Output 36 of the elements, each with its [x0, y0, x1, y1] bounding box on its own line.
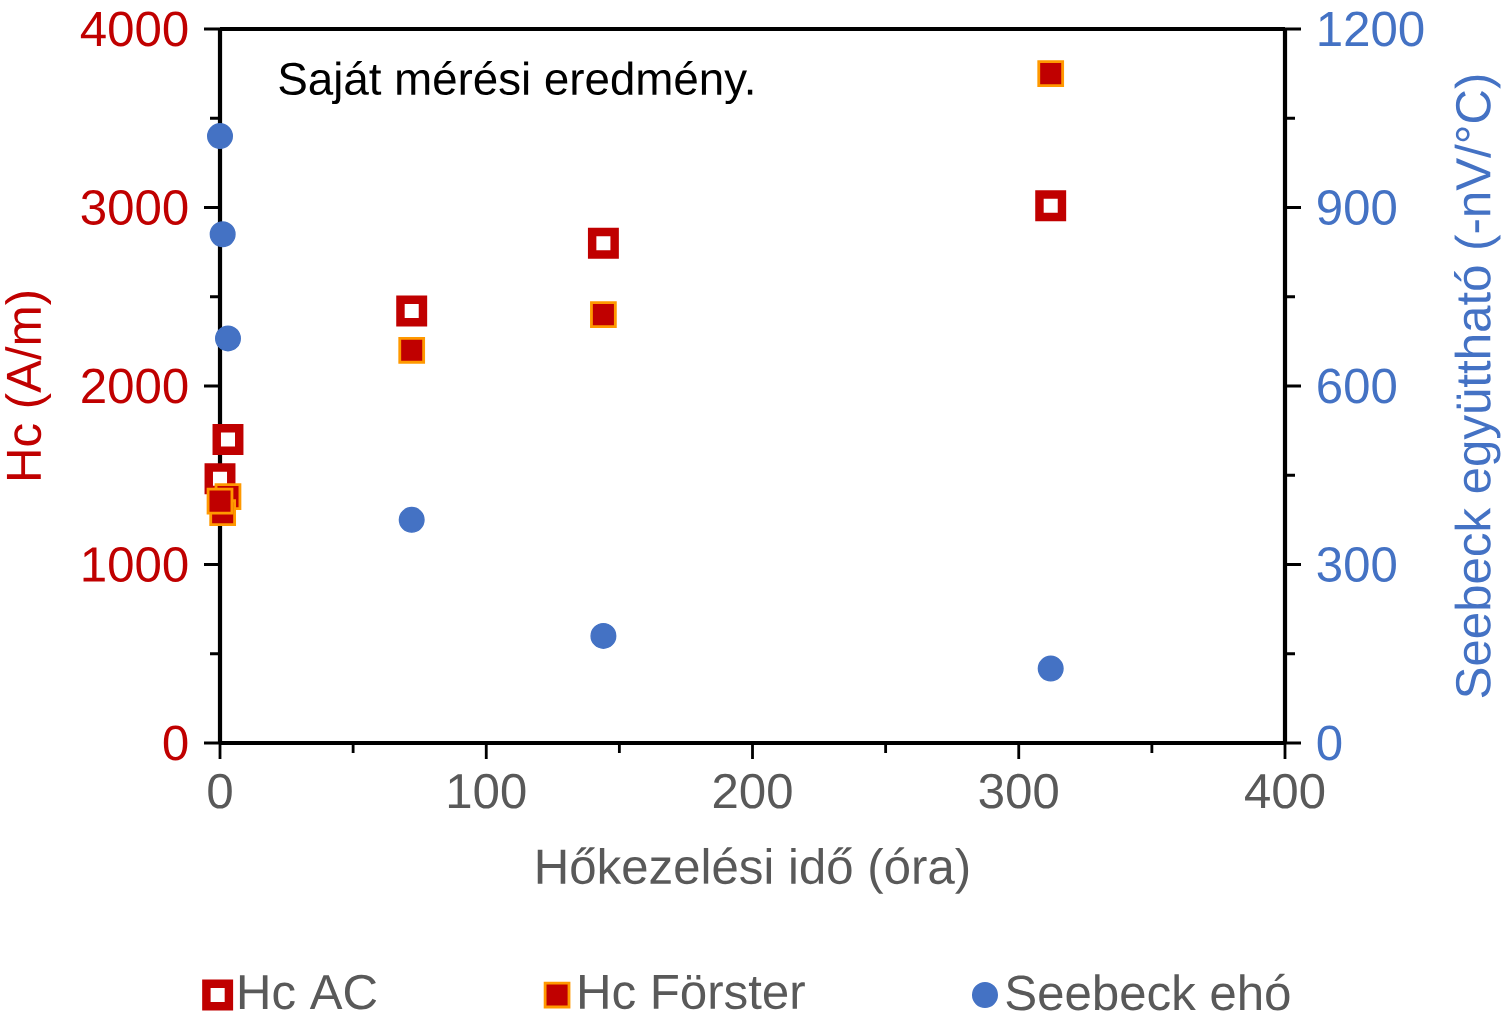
y-tick-label: 4000 — [80, 11, 188, 47]
y2-tick-label: 0 — [1317, 725, 1342, 761]
y-tick-label: 3000 — [81, 190, 188, 225]
y2-tick-label: 300 — [1317, 547, 1396, 582]
y2-tick-label: 1200 — [1319, 11, 1424, 47]
point — [209, 221, 236, 248]
point — [1035, 190, 1067, 222]
annotation: Saját mérési eredmény. — [279, 61, 753, 105]
y2-tick-label: 600 — [1318, 368, 1396, 404]
point — [206, 123, 234, 150]
legend-label: Seebeck ehó — [1006, 973, 1290, 1011]
point — [398, 506, 425, 533]
legend-label: Hc AC — [239, 974, 377, 1010]
point — [398, 336, 426, 364]
point — [1037, 60, 1065, 87]
point — [1037, 655, 1064, 682]
y-tick-label: 0 — [163, 725, 188, 761]
legend-label: Hc Förster — [580, 974, 805, 1010]
x-tick-label: 0 — [208, 773, 232, 809]
point — [206, 487, 234, 515]
y-tick-label: 2000 — [82, 368, 188, 404]
x-axis-title: Hőkezelési idő (óra) — [537, 847, 969, 894]
point — [214, 325, 241, 352]
point — [590, 301, 617, 328]
y-axis-title: Hc (A/m) — [5, 292, 51, 479]
y2-tick-label: 900 — [1318, 190, 1396, 225]
point — [212, 424, 244, 456]
x-tick-label: 300 — [979, 773, 1058, 809]
point — [587, 227, 619, 259]
x-tick-label: 400 — [1245, 773, 1325, 809]
x-tick-label: 100 — [448, 773, 526, 809]
y2-axis-title: Seebeck együttható (-nV/°C) — [1454, 75, 1501, 698]
point — [396, 295, 428, 327]
point — [590, 622, 617, 649]
x-tick-label: 200 — [713, 773, 792, 809]
y-tick-label: 1000 — [83, 547, 188, 582]
